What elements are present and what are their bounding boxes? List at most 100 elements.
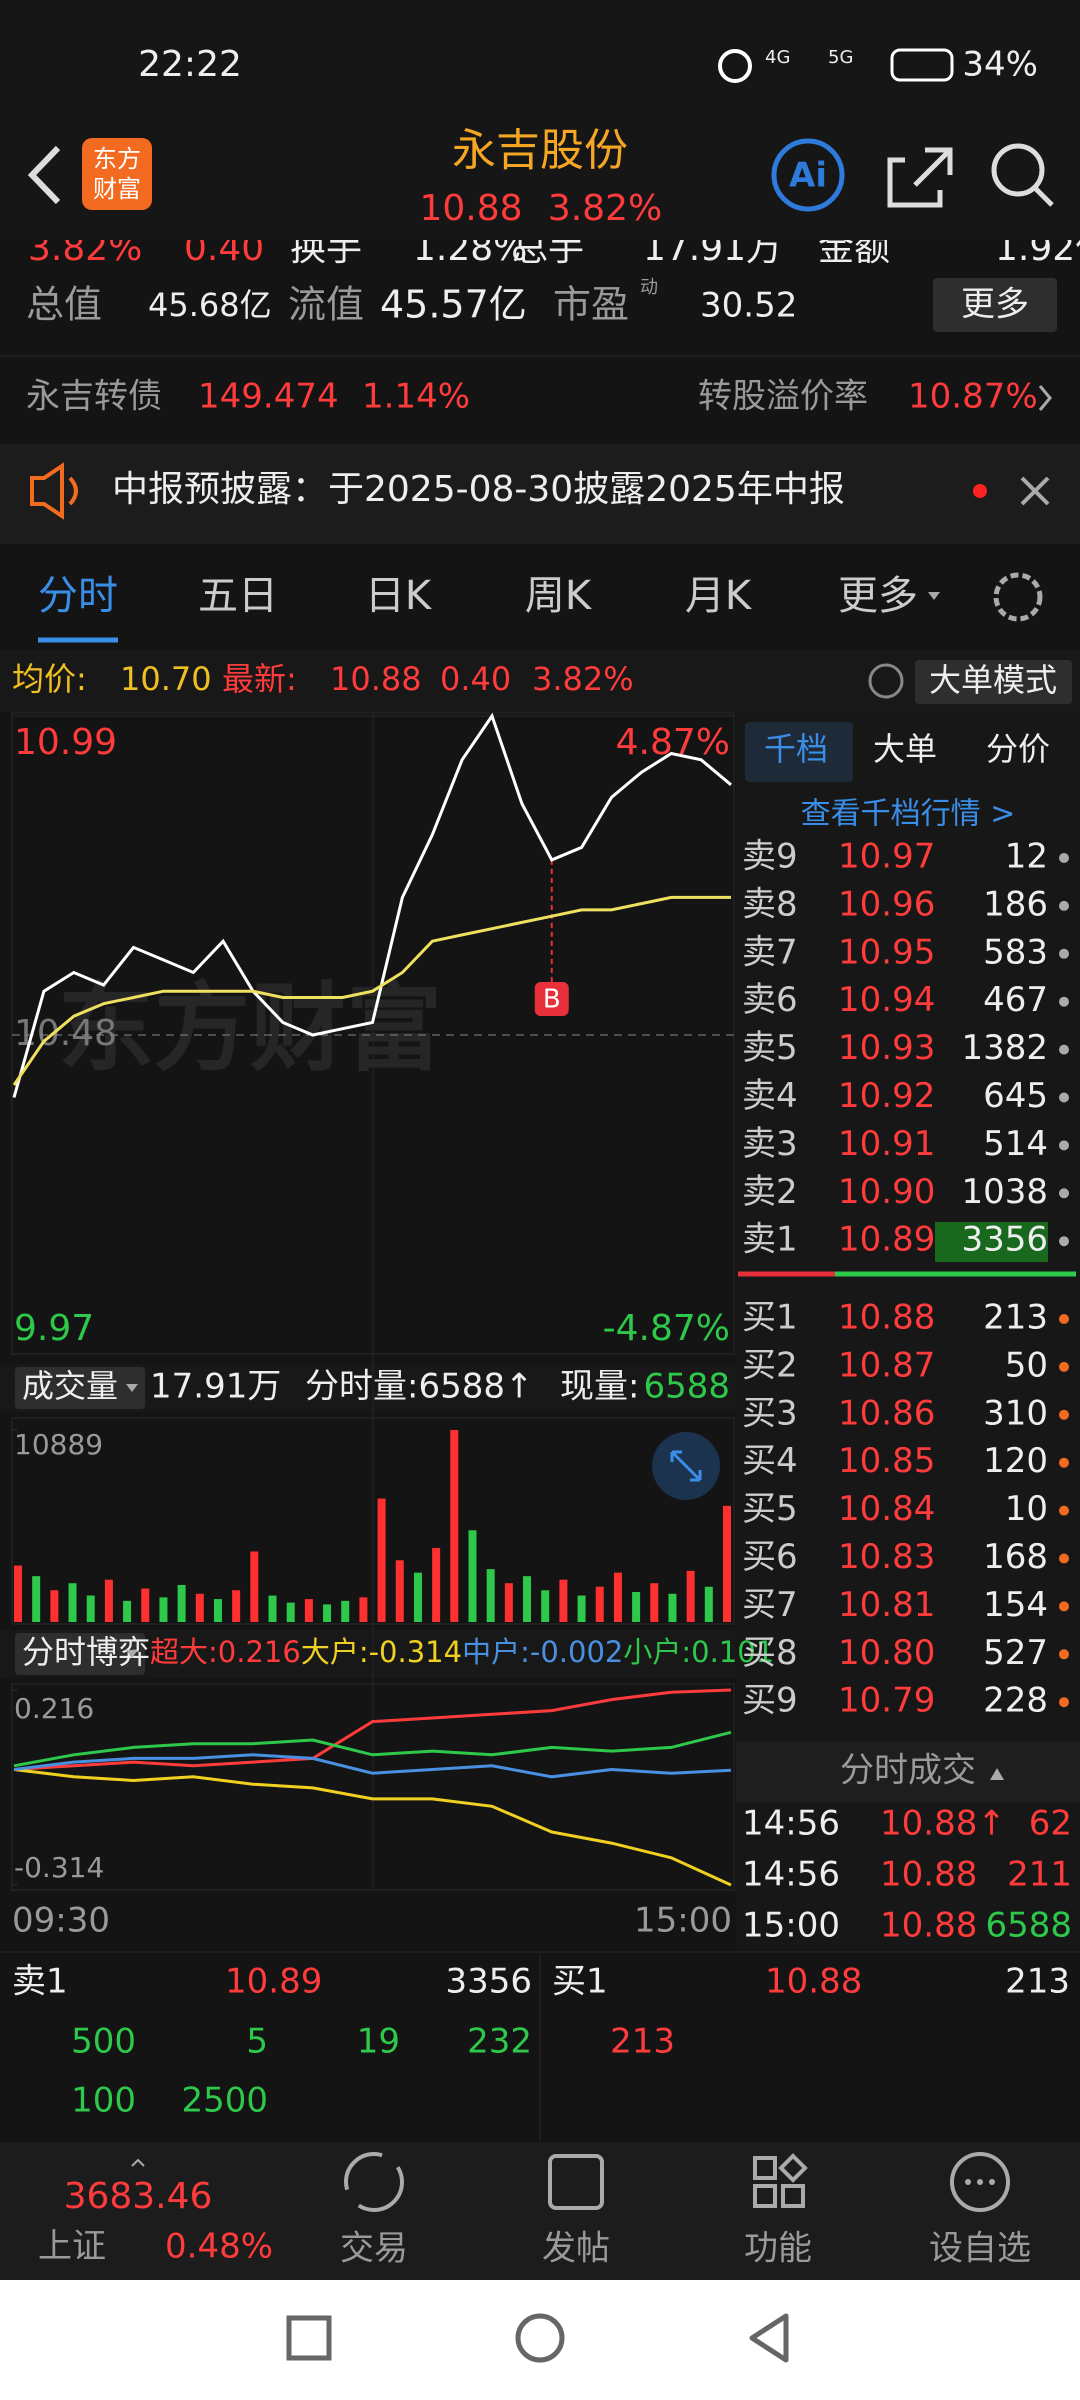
volume-bar — [323, 1604, 332, 1622]
depth-price: 10.88 — [838, 1298, 935, 1338]
depth-volume: 168 — [983, 1537, 1048, 1577]
network: 4G — [765, 47, 790, 68]
flow-button[interactable] — [15, 1633, 145, 1675]
back-icon[interactable] — [27, 145, 61, 205]
tab[interactable]: 五日 — [198, 573, 278, 619]
ai-icon[interactable] — [771, 138, 845, 212]
stat-value: 30.52 — [700, 286, 797, 326]
function-icon[interactable] — [753, 2153, 808, 2208]
depth-price: 10.91 — [838, 1124, 935, 1164]
volume-bar — [541, 1590, 550, 1622]
volume-bar — [304, 1599, 313, 1622]
time-label: 15:00 — [634, 1901, 732, 1941]
tab[interactable]: 月K — [685, 573, 753, 619]
quote-bar-bg — [0, 650, 1080, 712]
nav-item[interactable]: 功能 — [744, 2229, 812, 2269]
ask1-bar — [935, 1222, 1048, 1262]
volume-bar — [413, 1572, 422, 1622]
trade-icon[interactable] — [344, 2152, 404, 2212]
volume-bar — [359, 1597, 368, 1622]
ask-order: 100 — [71, 2081, 136, 2121]
nav-item[interactable]: 交易 — [340, 2229, 408, 2269]
depth-tab[interactable]: 千档 — [764, 730, 828, 768]
series-line — [13, 1768, 732, 1887]
marker-box — [534, 982, 569, 1016]
volume-bar — [104, 1579, 113, 1622]
depth-volume: 120 — [983, 1441, 1048, 1481]
depth-volume: 154 — [983, 1585, 1048, 1625]
depth-tab[interactable]: 大单 — [873, 730, 937, 768]
battery-icon — [890, 48, 954, 82]
quote-item: 3.82% — [532, 660, 634, 698]
depth-dot — [1059, 1697, 1069, 1708]
post-icon[interactable] — [548, 2154, 604, 2210]
volume-bar — [559, 1579, 568, 1622]
depth-price: 10.85 — [838, 1441, 935, 1481]
y2-tick-label: 4.87% — [616, 722, 730, 763]
series-line — [13, 1730, 732, 1768]
dot — [977, 2179, 983, 2185]
depth-side: 卖9 — [742, 837, 798, 877]
mode-label[interactable]: 大单模式 — [929, 661, 1057, 699]
index-name: 上证 — [38, 2227, 106, 2267]
depth-tab[interactable]: 分价 — [986, 730, 1050, 768]
tab[interactable]: 周K — [525, 573, 593, 619]
depth-link[interactable]: 查看千档行情 > — [801, 797, 1016, 832]
speaker-icon — [30, 462, 78, 520]
depth-dot — [1059, 1236, 1069, 1247]
series-line — [13, 1688, 732, 1771]
tab[interactable]: 分时 — [38, 573, 118, 619]
premium-value: 10.87% — [908, 377, 1038, 417]
depth-side: 卖6 — [742, 980, 798, 1020]
settings-icon[interactable] — [993, 572, 1043, 622]
depth-price: 10.90 — [838, 1172, 935, 1212]
depth-volume: 10 — [1005, 1489, 1048, 1529]
dropdown-arrow — [928, 592, 940, 600]
depth-price: 10.87 — [838, 1345, 935, 1385]
time-label: 09:30 — [12, 1901, 110, 1941]
depth-volume: 310 — [983, 1393, 1048, 1433]
nav-item[interactable]: 发帖 — [542, 2229, 610, 2269]
watchlist-icon[interactable] — [950, 2152, 1010, 2212]
nav-item[interactable]: 设自选 — [929, 2229, 1031, 2269]
expand-arrows — [670, 1450, 702, 1482]
trade-volume: 6588 — [985, 1906, 1072, 1946]
logo-text: 东方 — [93, 145, 141, 173]
more-label[interactable]: 更多 — [961, 285, 1029, 325]
legend-value: 0.216 — [218, 1635, 301, 1669]
status-time: 22:22 — [138, 44, 242, 85]
depth-side: 卖8 — [742, 884, 798, 924]
legend-name: 超大: — [150, 1635, 218, 1669]
help-icon[interactable] — [868, 663, 904, 699]
volume-button[interactable] — [15, 1367, 145, 1409]
depth-price: 10.89 — [838, 1220, 935, 1260]
depth-side: 卖1 — [742, 1220, 798, 1260]
volume-bar — [86, 1595, 95, 1622]
mode-button[interactable] — [915, 660, 1072, 704]
index-pct: 0.48% — [165, 2227, 273, 2267]
depth-volume: 213 — [983, 1298, 1048, 1338]
more-button[interactable] — [933, 278, 1057, 332]
search-icon[interactable] — [991, 143, 1045, 197]
marker-label: B — [543, 985, 561, 1015]
depth-dot — [1059, 1092, 1069, 1103]
depth-side: 买9 — [742, 1681, 798, 1721]
back-button[interactable] — [749, 2313, 789, 2363]
depth-volume: 514 — [983, 1124, 1048, 1164]
depth-price: 10.81 — [838, 1585, 935, 1625]
legend-value: 0.101 — [691, 1635, 774, 1669]
depth-price: 10.95 — [838, 932, 935, 972]
volume-bar — [341, 1600, 350, 1622]
tab[interactable]: 更多 — [838, 573, 918, 619]
tab[interactable]: 日K — [365, 573, 433, 619]
y-tick-label: 0.216 — [14, 1692, 94, 1725]
recents-button[interactable] — [286, 2315, 332, 2361]
bond-price: 149.474 — [198, 377, 339, 417]
order-price: 10.88 — [765, 1962, 862, 2002]
close-icon[interactable] — [1020, 476, 1050, 506]
share-icon[interactable] — [887, 147, 953, 208]
premium-label: 转股溢价率 — [698, 377, 868, 417]
series-line — [12, 895, 731, 1086]
home-button[interactable] — [515, 2313, 565, 2363]
